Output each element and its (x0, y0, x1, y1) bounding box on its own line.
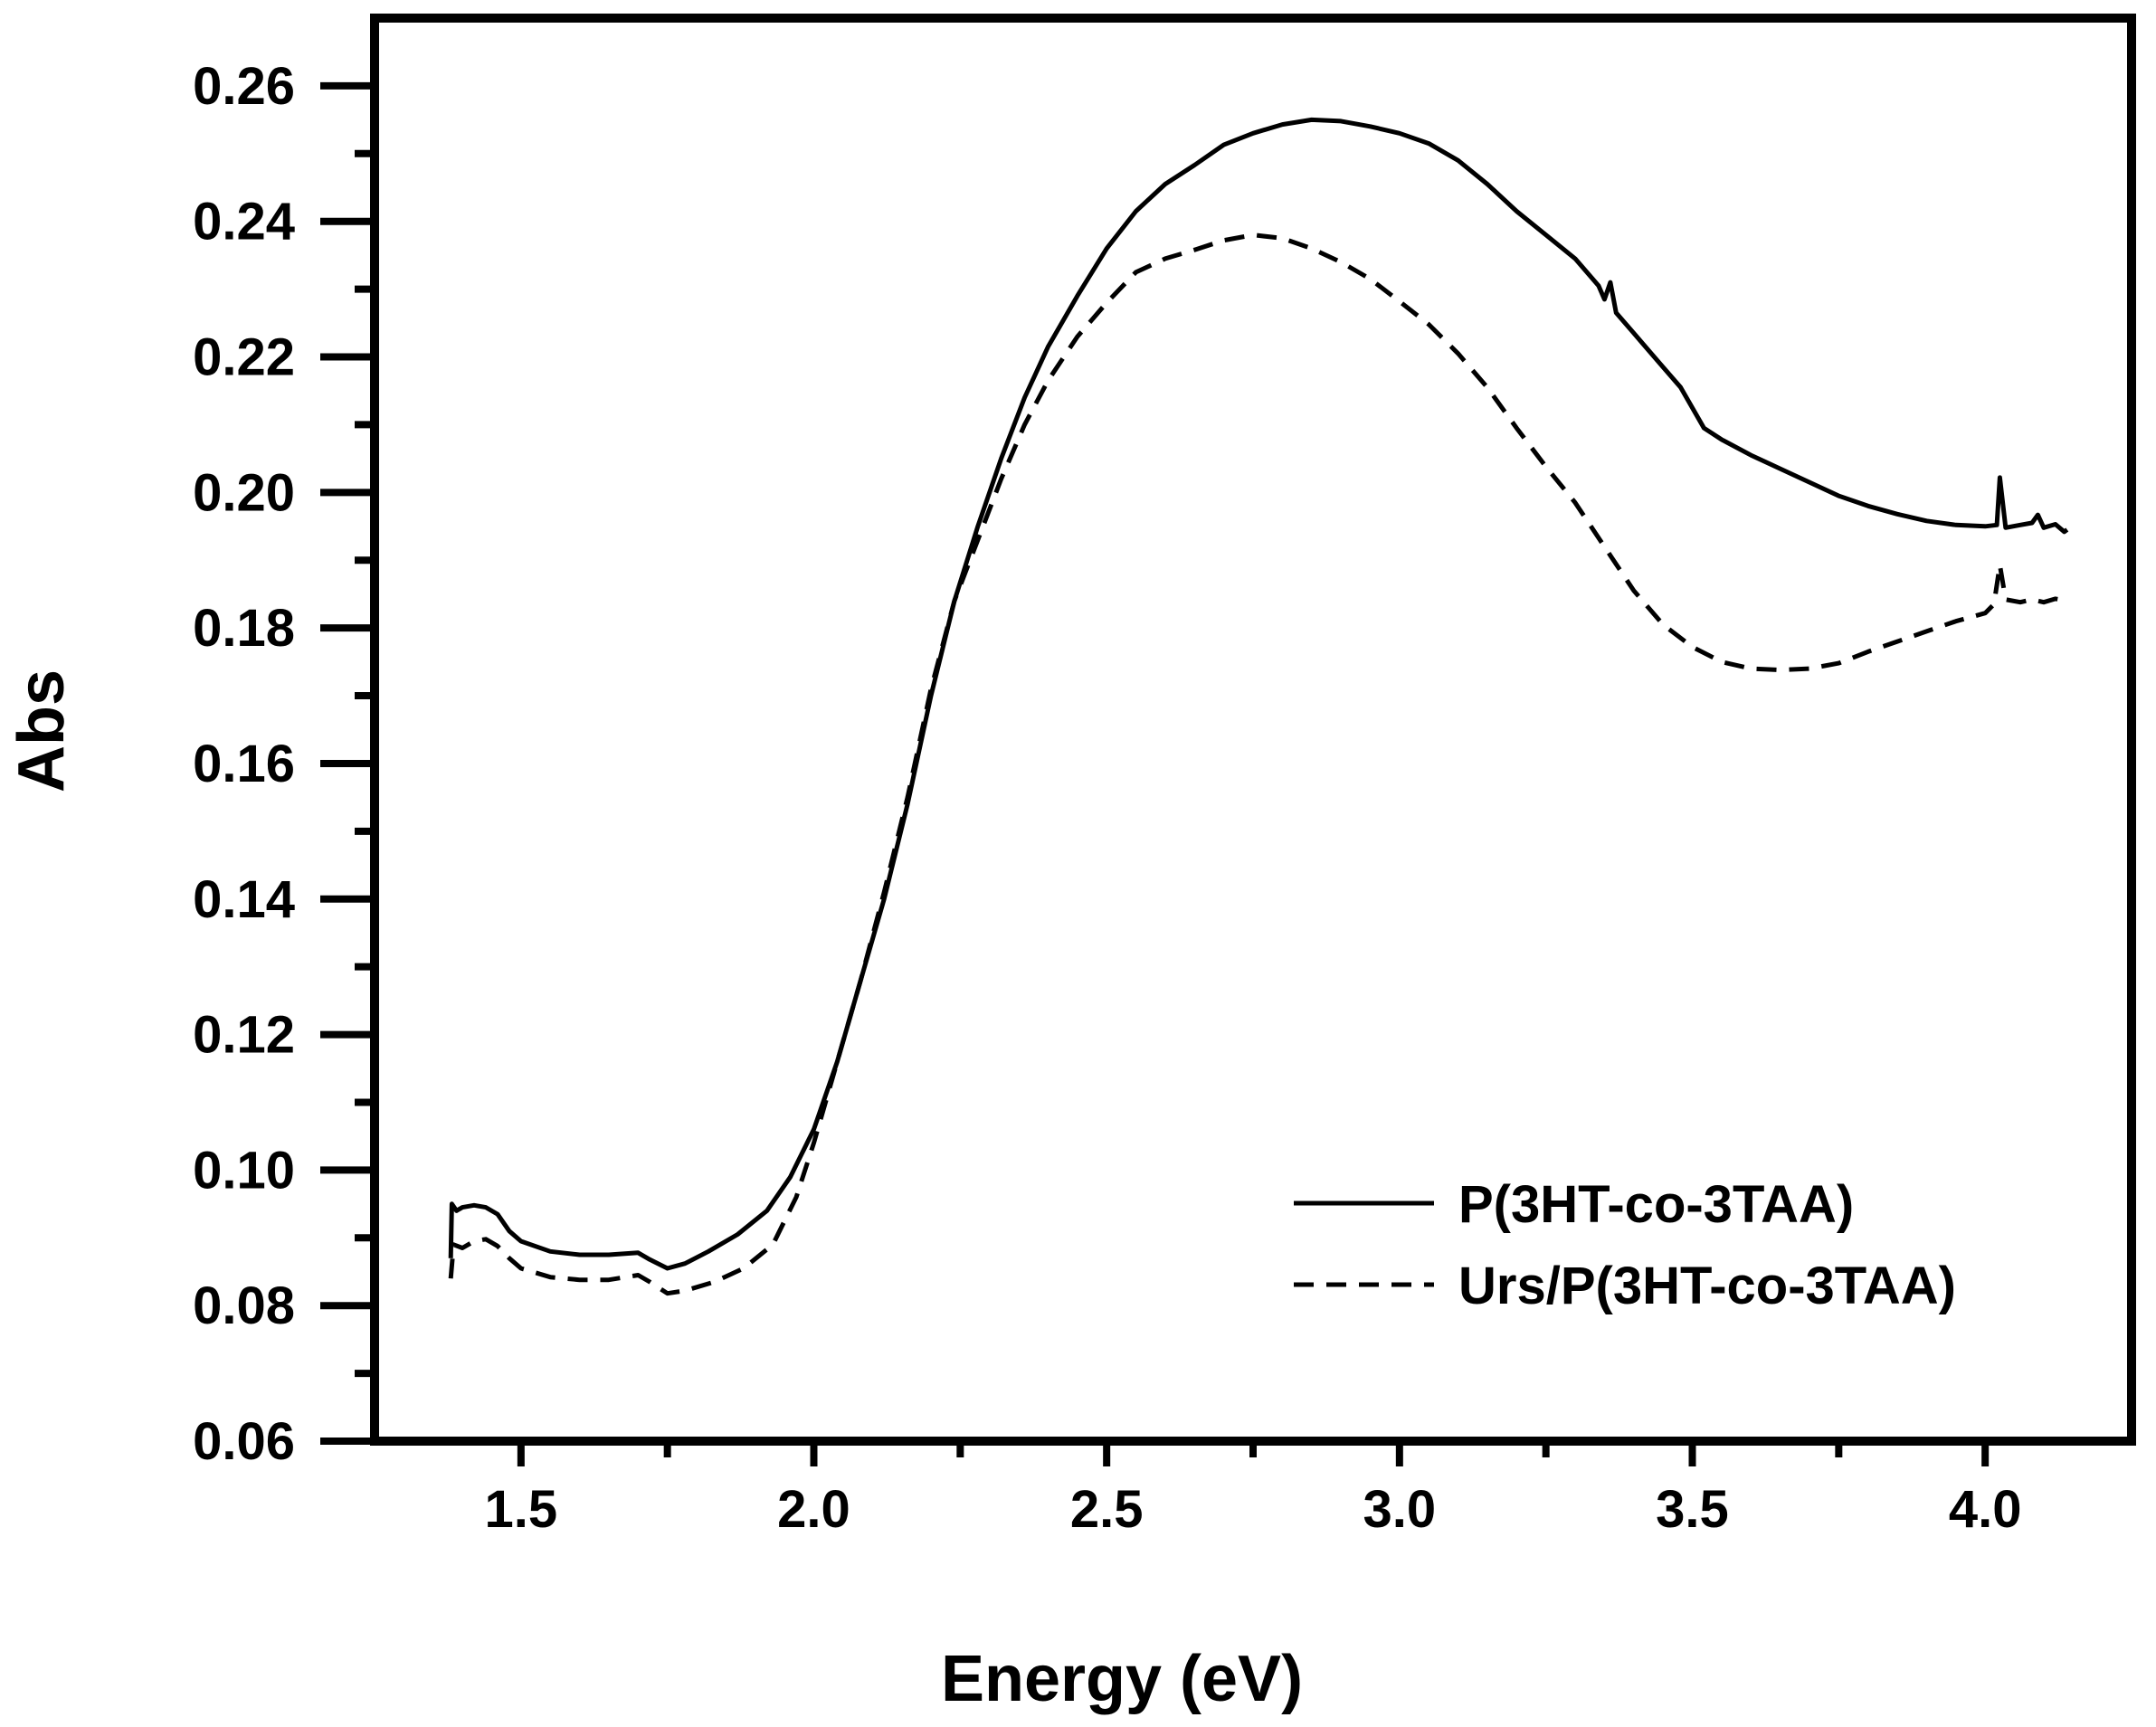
y-tick-label: 0.22 (193, 328, 295, 387)
legend-label-series-2: Urs/P(3HT-co-3TAA) (1458, 1257, 1956, 1315)
y-tick-label: 0.06 (193, 1412, 295, 1471)
series-layer (448, 117, 2069, 1296)
y-tick-label: 0.24 (193, 193, 295, 251)
y-tick-label: 0.26 (193, 57, 295, 116)
y-tick-label: 0.08 (193, 1276, 295, 1335)
y-tick-label: 0.20 (193, 463, 295, 522)
y-tick-label: 0.16 (193, 735, 295, 793)
legend: P(3HT-co-3TAA) Urs/P(3HT-co-3TAA) (1294, 1175, 1956, 1315)
series-line-solid (448, 117, 2069, 1271)
x-tick-label: 2.5 (1070, 1480, 1144, 1539)
x-tick-label: 3.5 (1656, 1480, 1729, 1539)
y-axis-title: Abs (5, 669, 78, 792)
x-axis-title: Energy (eV) (941, 1643, 1303, 1715)
y-tick-label: 0.12 (193, 1006, 295, 1065)
y-tick-label: 0.10 (193, 1141, 295, 1200)
tick-labels: 1.5 2.0 2.5 3.0 3.5 4.0 0.06 0.08 0.10 0.12 0.14 0.… (193, 57, 2021, 1539)
x-tick-label: 4.0 (1949, 1480, 2022, 1539)
y-tick-label: 0.14 (193, 870, 295, 929)
plot-frame (370, 14, 2136, 1446)
series-line-dashed (448, 232, 2068, 1296)
y-tick-label: 0.18 (193, 599, 295, 658)
x-tick-label: 3.0 (1363, 1480, 1437, 1539)
x-tick-label: 2.0 (777, 1480, 850, 1539)
legend-label-series-1: P(3HT-co-3TAA) (1458, 1175, 1854, 1234)
x-tick-label: 1.5 (485, 1480, 558, 1539)
